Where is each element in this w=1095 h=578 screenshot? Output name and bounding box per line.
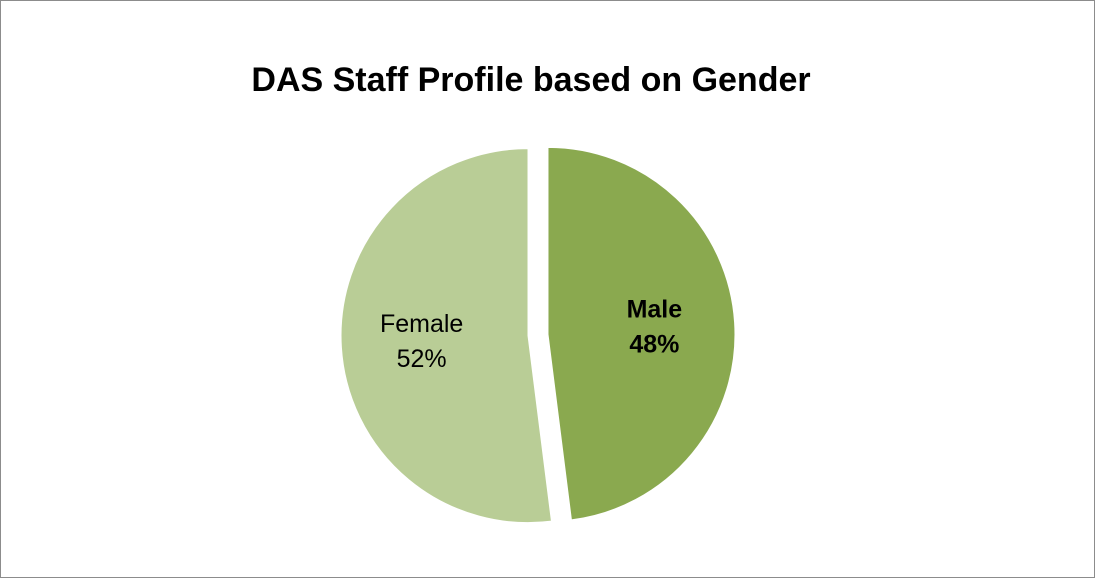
slice-value-label: 48% [629,330,679,358]
pie-slice [547,146,736,521]
slice-category-label: Male [627,295,683,323]
slice-category-label: Female [380,310,463,338]
pie-slice [340,148,553,524]
chart-title: DAS Staff Profile based on Gender [251,61,810,99]
slice-value-label: 52% [397,345,447,373]
